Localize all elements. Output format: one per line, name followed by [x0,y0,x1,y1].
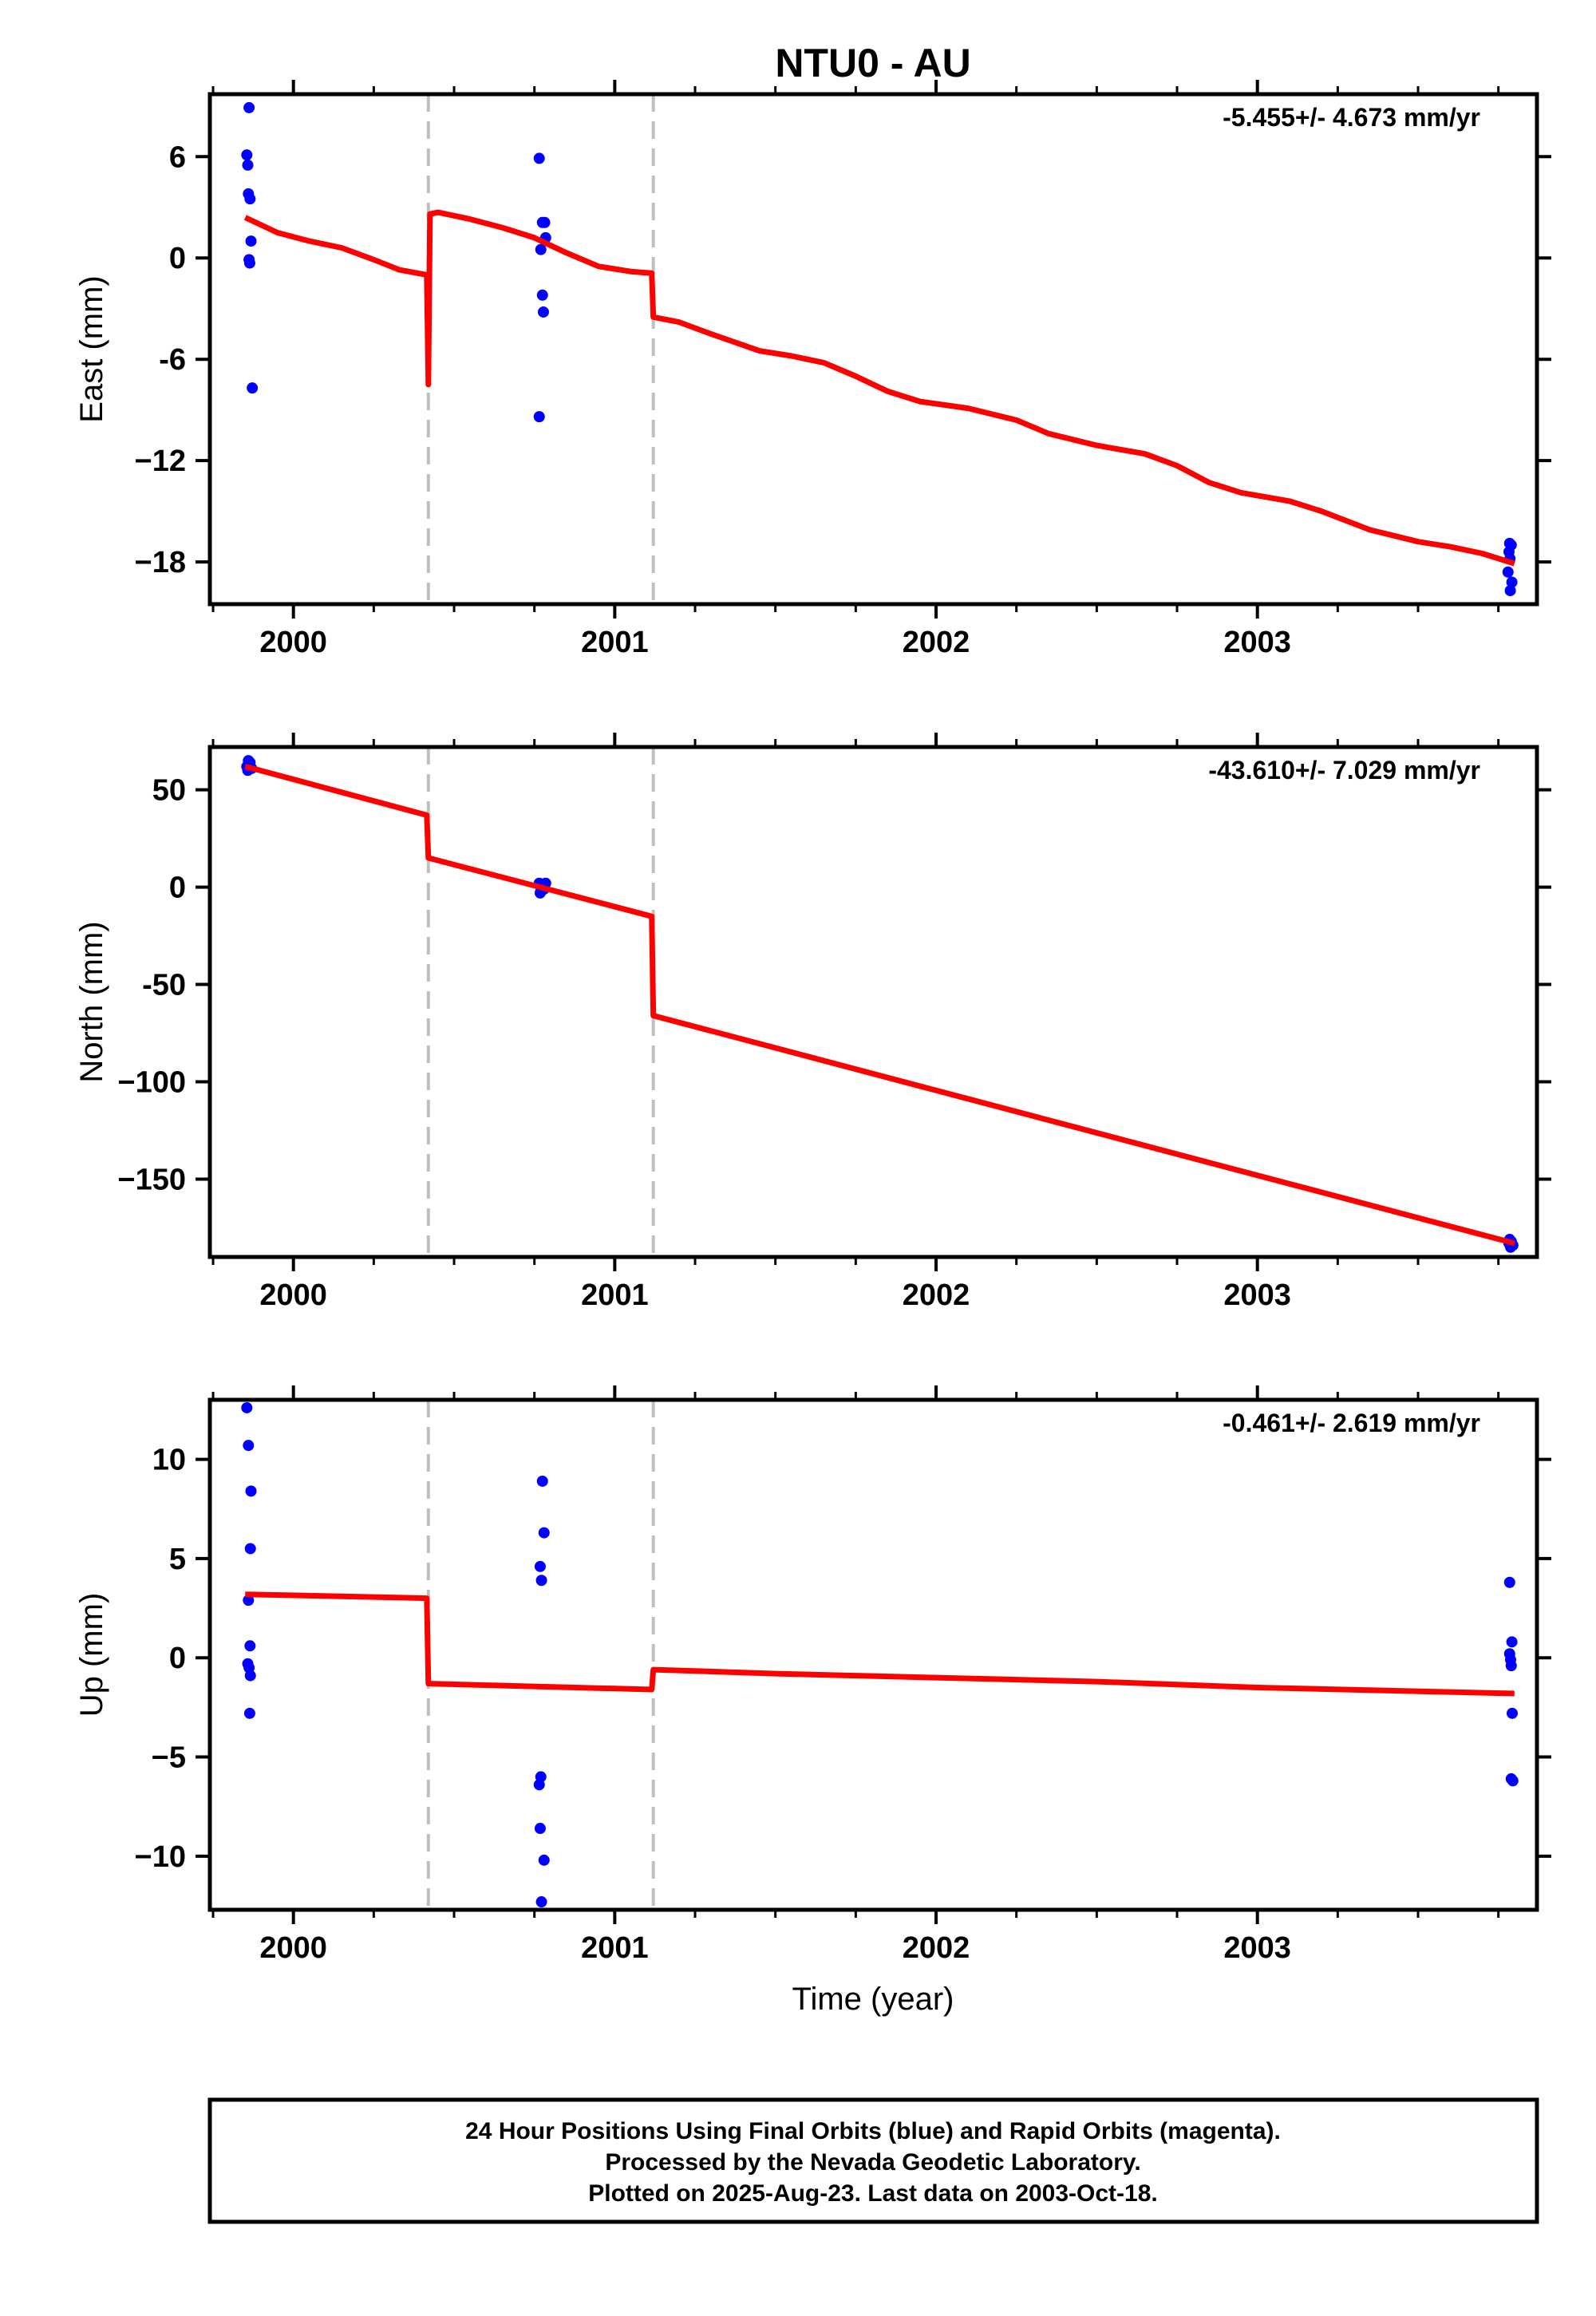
data-point [535,1575,547,1587]
data-point [243,1707,255,1719]
data-point [537,306,549,318]
north-panel: 2000 2001 2002 2003 50 0 -50 −100 −150 North (mm)… [74,733,1551,1312]
y-axis-label: East (mm) [74,275,109,422]
data-point [241,1401,253,1413]
data-point [245,235,257,247]
y-tick-label: 50 [152,774,186,808]
x-tick-label: 2002 [903,626,970,659]
data-point [243,1595,255,1607]
model-line [245,1591,1515,1697]
footer-line-3: Plotted on 2025-Aug-23. Last data on 200… [588,2180,1158,2207]
y-tick-label: −100 [117,1065,186,1099]
y-tick-label: -50 [142,969,186,1002]
series-group [241,755,1519,1253]
data-point [245,1485,257,1497]
y-tick-label: 0 [169,871,186,905]
x-tick-label: 2002 [903,1931,970,1965]
plot-frame [207,1397,1539,1912]
data-point [539,216,551,228]
y-tick-label: −5 [152,1741,186,1775]
y-tick-label: 10 [152,1444,186,1477]
up-panel: 2000 2001 2002 2003 10 5 0 −5 −10 Up (mm) -0.461+/… [74,1385,1551,1965]
y-tick-label: −10 [135,1840,186,1874]
x-tick-label: 2000 [259,1279,327,1312]
x-tick-label: 2003 [1223,626,1291,659]
x-tick-label: 2001 [581,1279,649,1312]
data-point [1505,1660,1517,1672]
y-tick-label: -6 [159,343,186,377]
y-tick-label: −150 [117,1163,186,1196]
data-point [534,1823,546,1835]
data-point [243,1440,255,1452]
plot-area [210,747,1537,1257]
footer-line-2: Processed by the Nevada Geodetic Laborat… [605,2149,1140,2176]
data-point [533,152,545,164]
data-point [244,193,256,205]
data-point [538,1527,550,1539]
data-point [536,1475,548,1487]
data-point [244,1640,256,1652]
series-group [241,101,1518,597]
data-point [538,1854,550,1866]
plot-area [210,1400,1537,1910]
y-axis-label: Up (mm) [74,1593,109,1717]
model-line [243,209,1515,567]
data-point [1503,1576,1515,1588]
data-point [1506,576,1518,588]
data-point [242,159,254,171]
data-point [1506,1707,1518,1719]
rate-annotation: -43.610+/- 7.029 mm/yr [1208,756,1480,785]
data-point [1504,585,1516,597]
data-point [533,1779,545,1791]
data-point [536,289,548,301]
data-point [244,1543,256,1555]
y-axis-label: North (mm) [74,921,109,1082]
model-line [244,764,1515,1247]
east-panel: 2000 2001 2002 2003 6 0 -6 −12 −18 East (mm) -5.45… [74,80,1551,659]
data-point [535,1896,547,1908]
plot-frame [207,745,1539,1259]
data-point [533,411,545,423]
plot-frame [207,92,1539,607]
data-point [1502,566,1514,578]
y-tick-label: 6 [169,140,186,174]
data-point [535,243,547,255]
y-tick-label: −12 [135,445,186,478]
rate-annotation: -0.461+/- 2.619 mm/yr [1223,1409,1480,1437]
data-point [1506,1636,1518,1648]
footer-line-1: 24 Hour Positions Using Final Orbits (bl… [465,2118,1281,2144]
footer-box: 24 Hour Positions Using Final Orbits (bl… [207,2097,1539,2224]
plot-area [210,94,1537,604]
data-point [1507,1775,1519,1787]
x-tick-label: 2000 [259,626,327,659]
y-tick-label: 0 [169,242,186,275]
data-point [534,1560,546,1572]
footer-frame [207,2097,1539,2224]
data-point [243,257,255,269]
x-tick-label: 2001 [581,626,649,659]
series-group [241,1401,1519,1908]
y-tick-label: 5 [169,1543,186,1576]
data-point [241,149,253,161]
rate-annotation: -5.455+/- 4.673 mm/yr [1223,103,1480,132]
x-tick-label: 2002 [903,1279,970,1312]
x-tick-label: 2003 [1223,1931,1291,1965]
data-point [244,1670,256,1682]
data-point [243,101,255,113]
data-point [247,382,259,394]
x-tick-label: 2001 [581,1931,649,1965]
y-tick-label: 0 [169,1642,186,1675]
chart-title: NTU0 - AU [775,41,970,85]
y-tick-label: −18 [135,546,186,579]
x-tick-label: 2000 [259,1931,327,1965]
x-tick-label: 2003 [1223,1279,1291,1312]
x-axis-label: Time (year) [792,1982,954,2017]
